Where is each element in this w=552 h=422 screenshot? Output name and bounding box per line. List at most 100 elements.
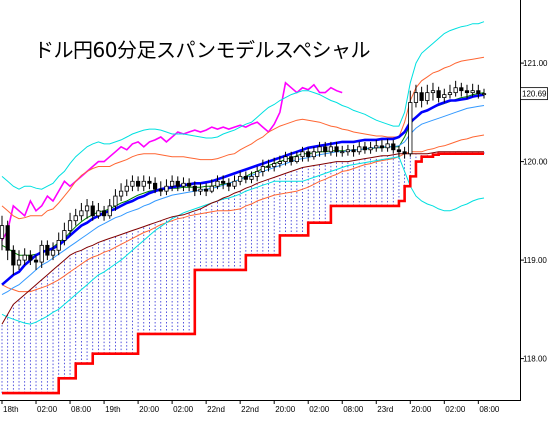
candle-body bbox=[79, 210, 84, 217]
candle-body bbox=[408, 102, 413, 155]
candle-body bbox=[158, 188, 163, 192]
candle-body bbox=[226, 182, 231, 187]
candle-body bbox=[362, 146, 368, 151]
candle-body bbox=[204, 188, 209, 192]
candle-body bbox=[28, 254, 33, 261]
candle-body bbox=[323, 146, 328, 153]
chart-title: ドル円60分足スパンモデルスペシャル bbox=[34, 38, 371, 62]
candle-body bbox=[130, 180, 135, 187]
candle-body bbox=[107, 205, 112, 217]
candle-body bbox=[425, 92, 430, 101]
candle-body bbox=[232, 180, 237, 187]
series-line-bollinger_upper_1 bbox=[1, 56, 485, 220]
candle-body bbox=[22, 254, 27, 261]
candle-body bbox=[368, 147, 373, 151]
y-ticks: 121.00 120.00 119.00 118.00 bbox=[520, 59, 548, 364]
series-line-lagging_span bbox=[1, 81, 343, 241]
candle-body bbox=[266, 166, 271, 168]
candle-body bbox=[198, 188, 203, 192]
candle-body bbox=[459, 87, 464, 92]
candle-body bbox=[50, 249, 56, 256]
candle-body bbox=[209, 185, 214, 192]
x-tick-label: 20:00 bbox=[139, 405, 160, 414]
x-tick-label: 23rd bbox=[377, 405, 393, 414]
candle-body bbox=[113, 195, 118, 207]
span-cloud bbox=[1, 151, 485, 394]
candle-body bbox=[470, 90, 475, 94]
candle-body bbox=[317, 146, 322, 153]
series-line-support_line_blue bbox=[1, 93, 485, 286]
x-tick-label: 20:00 bbox=[411, 405, 432, 414]
x-tick-label: 02:00 bbox=[37, 405, 58, 414]
candle-body bbox=[101, 210, 107, 217]
candle-body bbox=[419, 92, 424, 101]
candle-body bbox=[464, 90, 470, 94]
candle-body bbox=[135, 180, 141, 187]
candle-body bbox=[147, 180, 152, 184]
candle-body bbox=[311, 151, 316, 158]
x-tick-label: 02:00 bbox=[445, 405, 466, 414]
candle-body bbox=[283, 156, 288, 163]
candle-body bbox=[255, 171, 260, 177]
candle-body bbox=[345, 149, 351, 153]
x-tick-label: 22nd bbox=[207, 405, 225, 414]
candle-body bbox=[328, 146, 333, 153]
candle-body bbox=[357, 146, 362, 153]
indicator-lines bbox=[1, 21, 485, 395]
candle-body bbox=[187, 182, 192, 187]
candle-body bbox=[374, 145, 379, 149]
x-tick-label: 08:00 bbox=[71, 405, 92, 414]
x-tick-label: 19th bbox=[105, 405, 121, 414]
candle-body bbox=[141, 180, 146, 187]
candle-body bbox=[385, 143, 390, 149]
series-line-bollinger_lower_2 bbox=[1, 156, 485, 325]
candle-body bbox=[56, 239, 61, 251]
candle-body bbox=[300, 151, 305, 158]
candle-body bbox=[0, 225, 5, 239]
candle-body bbox=[436, 90, 441, 98]
candle-body bbox=[289, 156, 294, 163]
candle-body bbox=[181, 182, 186, 187]
series-line-bollinger_upper_2 bbox=[1, 21, 485, 190]
candle-body bbox=[45, 244, 50, 256]
candle-body bbox=[379, 145, 385, 149]
candle-body bbox=[260, 166, 265, 172]
candle-body bbox=[272, 163, 277, 167]
candle-body bbox=[175, 180, 180, 187]
candle-body bbox=[249, 175, 254, 180]
candle-body bbox=[413, 92, 419, 103]
candle-body bbox=[192, 185, 197, 192]
candle-body bbox=[39, 244, 44, 263]
candle-body bbox=[453, 87, 458, 94]
candle-body bbox=[430, 90, 436, 94]
candle-body bbox=[124, 185, 129, 192]
candle-body bbox=[62, 230, 67, 241]
candle-body bbox=[476, 90, 481, 95]
candle-body bbox=[215, 180, 220, 187]
candle-body bbox=[170, 180, 175, 187]
candle-body bbox=[402, 151, 407, 155]
x-tick-label: 02:00 bbox=[309, 405, 330, 414]
axes bbox=[0, 0, 521, 401]
candle-body bbox=[73, 215, 78, 222]
candle-body bbox=[277, 161, 282, 164]
candle-body bbox=[153, 182, 158, 190]
y-tick-label: 121.00 bbox=[523, 59, 548, 68]
x-tick-label: 20:00 bbox=[275, 405, 296, 414]
candle-body bbox=[238, 175, 243, 182]
y-tick-label: 120.00 bbox=[523, 158, 548, 167]
candle-body bbox=[118, 190, 124, 197]
candle-body bbox=[221, 180, 226, 184]
candle-body bbox=[306, 151, 311, 158]
x-tick-label: 02:00 bbox=[173, 405, 194, 414]
candle-body bbox=[447, 92, 453, 96]
candle-body bbox=[33, 259, 39, 263]
candle-body bbox=[90, 205, 95, 217]
candles bbox=[0, 80, 487, 275]
candle-body bbox=[391, 143, 396, 151]
candle-body bbox=[5, 225, 10, 251]
candle-body bbox=[16, 259, 22, 266]
candle-body bbox=[340, 151, 345, 154]
